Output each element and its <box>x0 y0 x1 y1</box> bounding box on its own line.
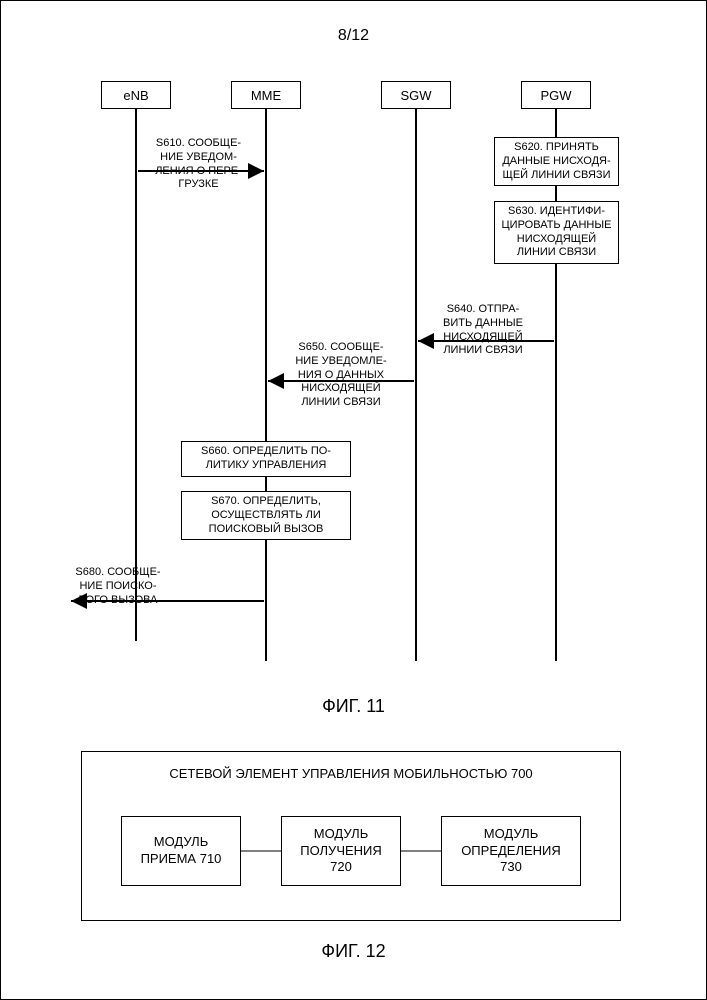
step-s630: S630. ИДЕНТИФИ-ЦИРОВАТЬ ДАННЫЕНИСХОДЯЩЕЙ… <box>494 201 619 264</box>
step-s660: S660. ОПРЕДЕЛИТЬ ПО-ЛИТИКУ УПРАВЛЕНИЯ <box>181 441 351 477</box>
step-s670: S670. ОПРЕДЕЛИТЬ,ОСУЩЕСТВЛЯТЬ ЛИПОИСКОВЫ… <box>181 491 351 540</box>
page-number: 8/12 <box>1 27 706 45</box>
figure-12-block: СЕТЕВОЙ ЭЛЕМЕНТ УПРАВЛЕНИЯ МОБИЛЬНОСТЬЮ … <box>81 751 621 921</box>
figure-12-caption: ФИГ. 12 <box>1 941 706 962</box>
actor-sgw: SGW <box>381 81 451 109</box>
actor-pgw: PGW <box>521 81 591 109</box>
step-s620: S620. ПРИНЯТЬДАННЫЕ НИСХОДЯ-ЩЕЙ ЛИНИИ СВ… <box>494 137 619 186</box>
figure-11-caption: ФИГ. 11 <box>1 696 706 717</box>
msg-s640: S640. ОТПРА-ВИТЬ ДАННЫЕНИСХОДЯЩЕЙЛИНИИ С… <box>423 303 543 358</box>
module-720: МОДУЛЬПОЛУЧЕНИЯ720 <box>281 816 401 886</box>
msg-s650: S650. СООБЩЕ-НИЕ УВЕДОМЛЕ-НИЯ О ДАННЫХНИ… <box>276 341 406 410</box>
container-700-title: СЕТЕВОЙ ЭЛЕМЕНТ УПРАВЛЕНИЯ МОБИЛЬНОСТЬЮ … <box>169 766 532 783</box>
actor-mme: MME <box>231 81 301 109</box>
figure-11-sequence: eNB MME SGW PGW S610. СООБЩЕ-НИЕ УВЕДОМ-… <box>71 81 641 681</box>
actor-enb: eNB <box>101 81 171 109</box>
module-730: МОДУЛЬОПРЕДЕЛЕНИЯ730 <box>441 816 581 886</box>
msg-s610: S610. СООБЩЕ-НИЕ УВЕДОМ-ЛЕНИЯ О ПЕРЕ-ГРУ… <box>141 137 256 192</box>
module-710: МОДУЛЬПРИЕМА 710 <box>121 816 241 886</box>
page: 8/12 eNB MME SGW PGW <box>0 0 707 1000</box>
msg-s680: S680. СООБЩЕ-НИЕ ПОИСКО-ВОГО ВЫЗОВА <box>63 566 173 607</box>
